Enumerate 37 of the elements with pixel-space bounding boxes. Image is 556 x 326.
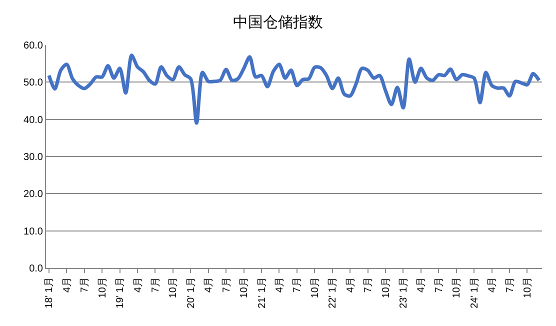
x-tick-label: 7月 (80, 277, 91, 293)
y-tick-label: 10.0 (24, 226, 44, 238)
x-tick-label: 19' 1月 (115, 277, 126, 308)
x-tick-label: 7月 (434, 277, 445, 293)
x-tick-label: 4月 (487, 277, 498, 293)
y-tick-label: 60.0 (24, 40, 44, 52)
x-tick-label: 22' 1月 (328, 277, 339, 308)
x-tick-label: 7月 (221, 277, 232, 293)
x-tick-label: 4月 (416, 277, 428, 293)
x-tick-label: 21' 1月 (256, 277, 268, 308)
x-tick-label: 10月 (239, 277, 250, 298)
x-tick-label: 4月 (274, 277, 286, 293)
x-tick-label: 4月 (204, 277, 215, 293)
y-tick-label: 30.0 (24, 152, 44, 163)
x-tick-label: 7月 (504, 277, 516, 293)
x-tick-label: 7月 (292, 277, 304, 293)
x-tick-label: 18' 1月 (44, 277, 56, 308)
y-tick-label: 40.0 (24, 114, 44, 126)
x-tick-label: 4月 (132, 277, 144, 293)
y-tick-label: 0.0 (29, 264, 44, 274)
x-tick-label: 10月 (310, 277, 321, 298)
x-tick-label: 10月 (452, 277, 463, 298)
line-series (47, 54, 541, 125)
x-tick-label: 10月 (168, 277, 180, 298)
x-tick-label: 7月 (363, 277, 374, 293)
x-tick-label: 4月 (345, 277, 356, 293)
y-tick-label: 50.0 (24, 78, 44, 89)
x-tick-label: 23' 1月 (398, 277, 410, 308)
x-tick-label: 10月 (380, 277, 392, 298)
y-tick-label: 20.0 (24, 189, 44, 200)
x-tick-label: 7月 (150, 277, 162, 293)
x-tick-label: 20' 1月 (186, 277, 197, 308)
chart-title: 中国仓储指数 (233, 14, 323, 31)
x-tick-label: 4月 (62, 277, 73, 293)
x-tick-label: 10月 (522, 277, 534, 298)
x-tick-label: 10月 (97, 277, 108, 298)
x-tick-label: 24' 1月 (469, 277, 480, 308)
